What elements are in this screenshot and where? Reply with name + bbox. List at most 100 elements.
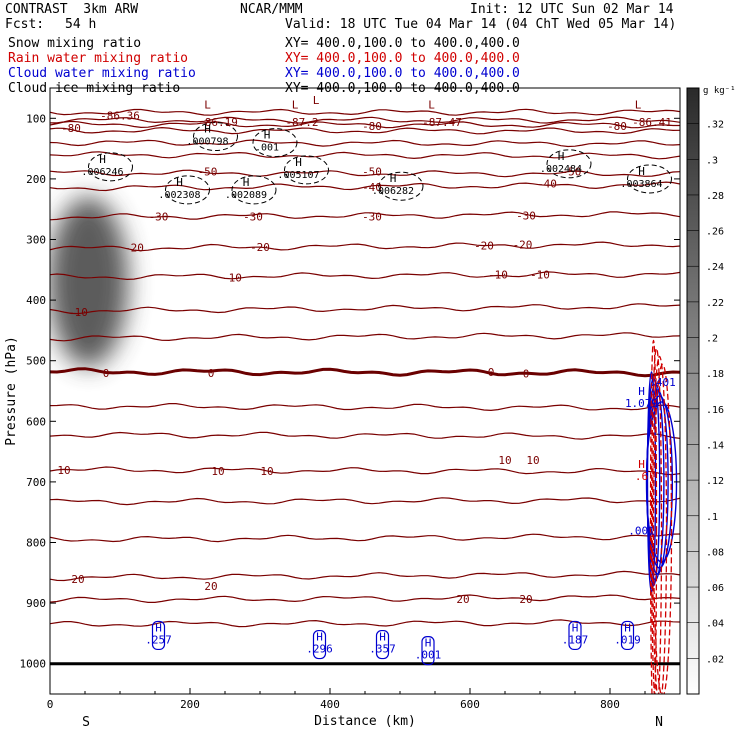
valid-time: Valid: 18 UTC Tue 04 Mar 14 (04 ChT Wed … (285, 17, 677, 32)
temperature-contour (50, 116, 680, 124)
contour-label: -86.41 (632, 116, 672, 129)
cloud-water-contour (421, 636, 435, 666)
extremum-value: .002308 (158, 190, 200, 201)
cloud-ice-contour (231, 175, 277, 205)
cloud-water-value: .401 (649, 376, 676, 389)
legend-cloud-water-name: Cloud water mixing ratio (8, 66, 196, 81)
colorbar-tick-label: .28 (706, 191, 724, 202)
cloud-water-value: .257 (145, 633, 172, 646)
temperature-contour (50, 151, 680, 160)
extremum-mark: L (428, 98, 435, 111)
temperature-contour (50, 403, 680, 412)
temperature-contour (50, 570, 680, 582)
rain-contour (650, 347, 663, 694)
contour-label: -87.2 (285, 116, 318, 129)
contour-label: 20 (204, 580, 217, 593)
contour-label: 20 (519, 593, 532, 606)
colorbar-tick-label: .02 (706, 654, 724, 665)
extremum-value: .003864 (620, 179, 662, 190)
cloud-water-contour (568, 620, 582, 651)
contour-label: -30 (149, 210, 169, 223)
colorbar (686, 87, 700, 695)
cloud-water-mark: H (624, 621, 631, 634)
cloud-water-mark: H (155, 621, 162, 634)
cloud-water-value: .296 (306, 643, 333, 656)
extremum-mark: H (638, 165, 645, 178)
forecast-label: Fcst: (5, 17, 45, 32)
extremum-mark: H (176, 176, 183, 189)
legend-snow-name: Snow mixing ratio (8, 36, 142, 51)
x-tick-label: 800 (600, 698, 620, 711)
cloud-water-mark: H (316, 631, 323, 644)
colorbar-tick-label: .16 (706, 405, 724, 416)
y-tick-label: 600 (26, 415, 46, 428)
y-tick-label: 1000 (20, 658, 47, 671)
cloud-ice-contour (546, 149, 592, 179)
y-tick-label: 500 (26, 355, 46, 368)
rain-contour (652, 363, 673, 694)
contour-label: -50 (362, 166, 382, 179)
contour-label: -50 (198, 166, 218, 179)
contour-label: -20 (474, 240, 494, 253)
y-tick-label: 800 (26, 537, 46, 550)
extremum-value: .001 (255, 143, 279, 154)
rain-contour (649, 339, 658, 694)
contour-label: 10 (260, 465, 273, 478)
x-axis-left-end-label: S (82, 715, 90, 730)
y-tick-label: 900 (26, 597, 46, 610)
colorbar-tick-label: .04 (706, 619, 724, 630)
legend-rain-name: Rain water mixing ratio (8, 51, 189, 66)
y-tick-label: 200 (26, 173, 46, 186)
x-tick-label: 400 (320, 698, 340, 711)
extremum-mark: H (243, 176, 250, 189)
temperature-contour (50, 619, 680, 628)
temperature-contour (50, 367, 680, 378)
contour-label: 0 (208, 367, 215, 380)
forecast-hours: 54 h (65, 17, 97, 32)
colorbar-tick-label: .1 (706, 512, 718, 523)
contour-label: -80 (362, 120, 382, 133)
contour-label: -30 (516, 209, 536, 222)
extremum-value: .000798 (186, 137, 228, 148)
contour-label: -80 (61, 122, 81, 135)
colorbar-tick-label: .18 (706, 369, 724, 380)
rain-value: .6 (635, 470, 648, 483)
contour-label: 0 (523, 367, 530, 380)
contour-label: -86.36 (100, 109, 140, 122)
title: CONTRAST 3km ARW (5, 2, 139, 17)
cloud-ice-contour (88, 152, 133, 182)
y-axis-title: Pressure (hPa) (4, 336, 19, 446)
temperature-contour (50, 271, 680, 281)
cloud-water-mark: H (425, 637, 432, 650)
extremum-mark: H (264, 129, 271, 142)
contour-label: 0 (488, 366, 495, 379)
cloud-ice-contour (284, 155, 329, 185)
cloud-water-contour (312, 629, 327, 660)
temperature-contour (50, 303, 680, 315)
colorbar-tick-label: .22 (706, 298, 724, 309)
cloud-water-contour (151, 620, 166, 651)
contour-label: -20 (250, 241, 270, 254)
legend-cloud-water-xy: XY= 400.0,100.0 to 400.0,400.0 (285, 66, 520, 81)
contour-label: -87.47 (422, 116, 462, 129)
colorbar-tick-label: .12 (706, 476, 724, 487)
init-time: Init: 12 UTC Sun 02 Mar 14 (470, 2, 674, 17)
colorbar-tick-label: .08 (706, 547, 724, 558)
colorbar-tick-label: .26 (706, 227, 724, 238)
y-tick-label: 400 (26, 294, 46, 307)
contour-label: -30 (243, 210, 263, 223)
y-tick-label: 300 (26, 234, 46, 247)
extremum-mark: L (292, 98, 299, 111)
contour-label: -86.19 (198, 116, 238, 129)
contour-label: 0 (103, 367, 110, 380)
temperature-contour (50, 241, 680, 252)
cloud-water-value: .187 (562, 633, 589, 646)
contour-label: -30 (362, 210, 382, 223)
cloud-water-value: .357 (369, 643, 396, 656)
extremum-mark: L (204, 98, 211, 111)
cloud-ice-contour (378, 171, 424, 201)
extremum-value: .002089 (225, 190, 267, 201)
extremum-mark: L (313, 94, 320, 107)
y-tick-label: 700 (26, 476, 46, 489)
colorbar-tick-label: .2 (706, 334, 718, 345)
